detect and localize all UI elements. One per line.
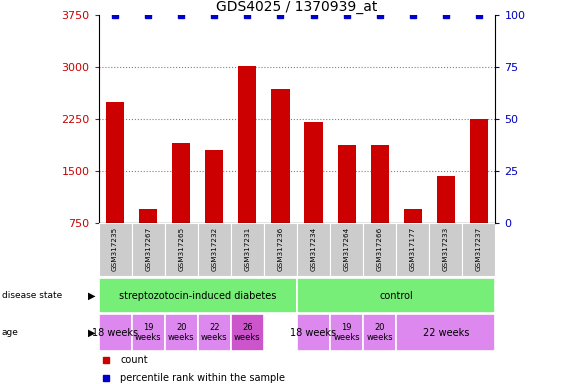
Bar (172, 143, 190, 223)
Text: 20
weeks: 20 weeks (367, 323, 393, 343)
Bar (437, 176, 455, 223)
Bar (106, 102, 124, 223)
Bar (404, 209, 422, 223)
Bar (430, 223, 462, 276)
Text: streptozotocin-induced diabetes: streptozotocin-induced diabetes (119, 291, 276, 301)
Bar (363, 314, 396, 351)
Bar (164, 314, 198, 351)
Text: GSM317232: GSM317232 (211, 227, 217, 271)
Text: GSM317266: GSM317266 (377, 227, 383, 271)
Text: ▶: ▶ (88, 328, 96, 338)
Bar (132, 223, 165, 276)
Text: percentile rank within the sample: percentile rank within the sample (120, 373, 285, 383)
Text: GSM317231: GSM317231 (244, 227, 251, 271)
Text: ▶: ▶ (88, 291, 96, 301)
Bar (271, 89, 289, 223)
Bar (99, 278, 297, 313)
Text: 22 weeks: 22 weeks (423, 328, 469, 338)
Text: GSM317234: GSM317234 (311, 227, 316, 271)
Bar (264, 223, 297, 276)
Bar (297, 223, 330, 276)
Text: 26
weeks: 26 weeks (234, 323, 261, 343)
Text: GSM317265: GSM317265 (178, 227, 184, 271)
Bar (297, 314, 330, 351)
Text: GSM317233: GSM317233 (443, 227, 449, 271)
Text: count: count (120, 355, 148, 366)
Text: age: age (2, 328, 19, 337)
Bar (99, 223, 132, 276)
Text: 19
weeks: 19 weeks (135, 323, 162, 343)
Bar (99, 314, 132, 351)
Bar (205, 150, 224, 223)
Text: 19
weeks: 19 weeks (333, 323, 360, 343)
Title: GDS4025 / 1370939_at: GDS4025 / 1370939_at (216, 0, 378, 14)
Text: disease state: disease state (2, 291, 62, 300)
Text: GSM317267: GSM317267 (145, 227, 151, 271)
Bar (297, 278, 495, 313)
Bar (231, 223, 264, 276)
Text: 18 weeks: 18 weeks (291, 328, 337, 338)
Bar (198, 314, 231, 351)
Bar (198, 223, 231, 276)
Text: GSM317237: GSM317237 (476, 227, 482, 271)
Bar (139, 209, 157, 223)
Bar (396, 314, 495, 351)
Bar (470, 119, 488, 223)
Bar (337, 145, 356, 223)
Text: 20
weeks: 20 weeks (168, 323, 195, 343)
Bar (462, 223, 495, 276)
Bar (330, 223, 363, 276)
Text: GSM317264: GSM317264 (343, 227, 350, 271)
Text: GSM317235: GSM317235 (112, 227, 118, 271)
Bar (396, 223, 429, 276)
Bar (164, 223, 198, 276)
Text: control: control (379, 291, 413, 301)
Text: GSM317236: GSM317236 (278, 227, 283, 271)
Bar (370, 145, 389, 223)
Bar (231, 314, 264, 351)
Bar (305, 122, 323, 223)
Bar (330, 314, 363, 351)
Bar (238, 66, 257, 223)
Text: 22
weeks: 22 weeks (201, 323, 227, 343)
Bar (363, 223, 396, 276)
Text: 18 weeks: 18 weeks (92, 328, 138, 338)
Text: GSM317177: GSM317177 (410, 227, 415, 271)
Bar (132, 314, 165, 351)
